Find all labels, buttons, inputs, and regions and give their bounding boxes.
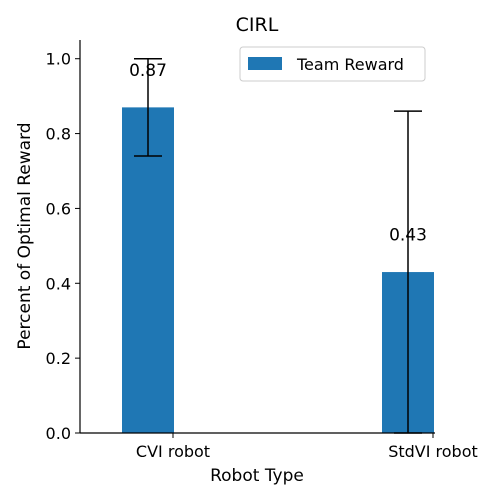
y-tick-label-0-8: 0.8: [46, 125, 71, 144]
plot-area: 0.87 CVI robot 0.43 StdVI robot 0.0 0.2 0.4 0.6…: [46, 40, 478, 461]
x-axis-label: Robot Type: [210, 466, 304, 486]
x-tick-label-cvi-robot: CVI robot: [136, 442, 210, 461]
x-tick-label-stdvi-robot: StdVI robot: [388, 442, 478, 461]
legend-label-team-reward: Team Reward: [296, 55, 404, 74]
y-axis-label: Percent of Optimal Reward: [15, 122, 35, 349]
legend-frame: [239, 46, 426, 82]
y-tick-label-1-0: 1.0: [46, 50, 71, 69]
legend-swatch-team-reward: [248, 57, 282, 70]
y-tick-label-0-6: 0.6: [46, 199, 71, 218]
legend: Team Reward: [239, 46, 426, 82]
y-tick-label-0-2: 0.2: [46, 349, 71, 368]
data-label-stdvi-robot: 0.43: [389, 226, 427, 246]
bar-cvi-robot: [122, 107, 174, 433]
data-label-cvi-robot: 0.87: [129, 61, 167, 81]
chart-title: CIRL: [236, 14, 279, 36]
y-tick-label-0-4: 0.4: [46, 274, 71, 293]
y-tick-label-0-0: 0.0: [46, 424, 71, 443]
